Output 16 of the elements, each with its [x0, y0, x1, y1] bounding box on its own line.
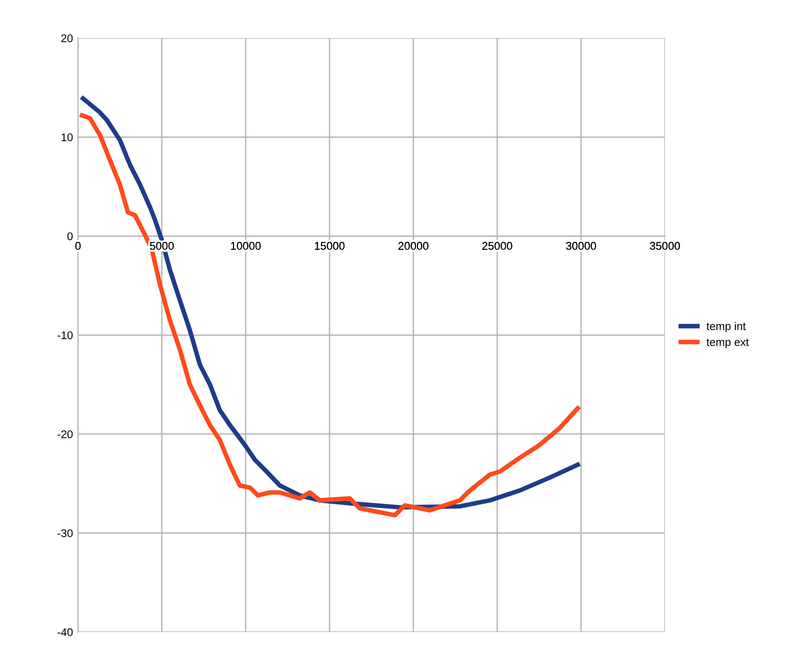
x-tick-label: 25000 [482, 242, 512, 250]
y-tick-label: -20 [58, 430, 73, 438]
x-tick-label: 15000 [314, 242, 345, 250]
y-tick-label: -40 [58, 628, 73, 636]
x-tick-label: 35000 [650, 242, 680, 250]
legend-label: temp ext [706, 338, 749, 348]
x-tick-label: 10000 [231, 242, 261, 250]
legend-label: temp int [706, 322, 746, 332]
x-tick-label: 20000 [398, 242, 428, 250]
x-tick-label: 30000 [566, 242, 596, 250]
y-tick-label: -10 [58, 331, 73, 340]
y-tick-label: 0 [67, 232, 73, 240]
x-tick-label: 0 [75, 242, 81, 250]
y-tick-label: -30 [58, 529, 73, 538]
y-tick-label: 10 [62, 133, 73, 142]
y-tick-label: 20 [61, 34, 73, 42]
